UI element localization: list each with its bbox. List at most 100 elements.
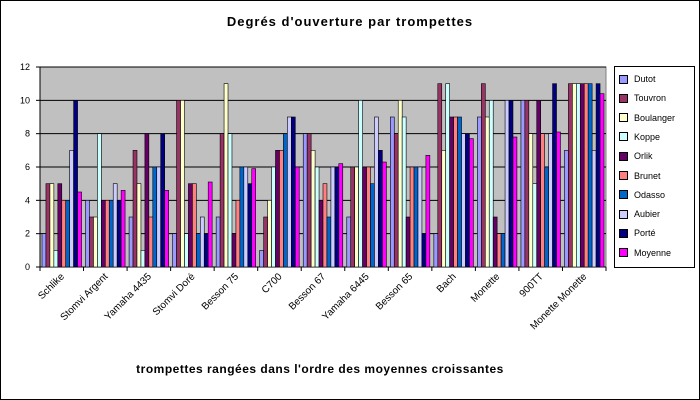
- bar-orlik: [579, 83, 585, 268]
- bar-orlik: [231, 233, 237, 268]
- legend-swatch: [619, 228, 628, 238]
- bar-brunet: [235, 200, 241, 268]
- bar-dutot: [215, 216, 221, 268]
- bar-port-: [465, 133, 470, 268]
- y-tick-label: 8: [25, 129, 30, 139]
- legend: Dutot Touvron Boulanger Koppe Orlik Brunet Oda…: [614, 66, 695, 268]
- bar-dutot: [128, 216, 134, 268]
- bar-aubier: [287, 116, 292, 268]
- bar-koppe: [488, 100, 494, 268]
- x-tick-label: Yamaha 4435: [103, 271, 155, 323]
- bar-moyenne: [382, 161, 387, 268]
- bar-odasso: [457, 116, 462, 268]
- legend-item: Koppe: [619, 129, 660, 145]
- legend-item: Dutot: [619, 71, 656, 87]
- bar-touvron: [176, 100, 181, 268]
- bar-boulanger: [136, 183, 142, 268]
- bar-moyenne: [251, 168, 256, 268]
- bar-brunet: [61, 200, 67, 268]
- bar-aubier: [504, 100, 510, 268]
- bar-port-: [73, 100, 78, 268]
- bar-dutot: [85, 200, 90, 268]
- bar-dutot: [477, 116, 482, 268]
- bar-boulanger: [354, 166, 359, 268]
- y-tick-label: 6: [25, 162, 30, 172]
- bar-orlik: [536, 100, 541, 268]
- legend-label: Boulanger: [634, 112, 676, 123]
- bar-orlik: [275, 150, 280, 268]
- legend-swatch: [619, 209, 628, 219]
- bar-port-: [378, 150, 383, 268]
- y-tick-label: 4: [25, 195, 30, 205]
- legend-item: Brunet: [619, 168, 661, 184]
- bar-koppe: [140, 250, 146, 268]
- bar-odasso: [152, 166, 158, 268]
- legend-swatch: [619, 132, 628, 142]
- bar-aubier: [548, 133, 553, 268]
- x-tick-label: Besson 67: [287, 271, 329, 313]
- legend-item: Moyenne: [619, 245, 671, 261]
- legend-swatch: [619, 93, 628, 103]
- legend-label: Porté: [634, 228, 656, 239]
- legend-item: Touvron: [619, 90, 666, 106]
- bar-boulanger: [223, 83, 229, 268]
- bar-moyenne: [556, 131, 561, 268]
- bar-touvron: [219, 133, 225, 268]
- bar-dutot: [259, 250, 264, 268]
- bar-koppe: [271, 166, 276, 268]
- legend-item: Aubier: [619, 206, 660, 222]
- legend-swatch: [619, 190, 628, 200]
- bar-port-: [421, 233, 427, 268]
- bar-odasso: [544, 166, 549, 268]
- bar-orlik: [449, 116, 454, 268]
- bar-dutot: [564, 150, 569, 268]
- bar-orlik: [405, 216, 411, 268]
- bar-brunet: [366, 166, 371, 268]
- bar-koppe: [401, 116, 407, 268]
- bar-aubier: [112, 183, 118, 268]
- bar-boulanger: [93, 216, 98, 268]
- bar-aubier: [461, 133, 466, 268]
- bar-touvron: [132, 150, 138, 268]
- bar-dutot: [433, 233, 439, 268]
- bar-odasso: [413, 166, 419, 268]
- bar-dutot: [172, 233, 177, 268]
- bar-odasso: [196, 233, 201, 268]
- bar-dutot: [41, 233, 47, 268]
- bar-koppe: [53, 250, 59, 268]
- y-tick-label: 10: [20, 95, 30, 105]
- bar-aubier: [591, 150, 597, 268]
- y-tick-label: 2: [25, 229, 30, 239]
- bar-port-: [116, 200, 122, 268]
- legend-swatch: [619, 151, 628, 161]
- bar-dutot: [302, 133, 308, 268]
- legend-item: Porté: [619, 225, 656, 241]
- bar-moyenne: [599, 93, 605, 268]
- bar-dutot: [520, 100, 526, 268]
- bar-port-: [160, 133, 165, 268]
- bar-orlik: [362, 166, 367, 268]
- bar-boulanger: [572, 83, 577, 268]
- bar-touvron: [524, 100, 530, 268]
- bar-boulanger: [441, 150, 447, 268]
- bar-aubier: [417, 166, 423, 268]
- bar-orlik: [188, 183, 193, 268]
- bar-koppe: [97, 133, 102, 268]
- legend-swatch: [619, 248, 628, 258]
- bar-odasso: [500, 233, 506, 268]
- x-tick-label: 900TT: [518, 271, 546, 299]
- bar-koppe: [314, 166, 320, 268]
- bar-orlik: [57, 183, 63, 268]
- legend-item: Boulanger: [619, 110, 675, 126]
- bar-koppe: [576, 83, 581, 268]
- bar-brunet: [496, 233, 502, 268]
- x-tick-label: Besson 75: [200, 271, 242, 313]
- bar-moyenne: [120, 190, 126, 268]
- bar-orlik: [318, 200, 324, 268]
- bar-brunet: [148, 216, 154, 268]
- x-tick-label: Schlike: [36, 271, 67, 302]
- legend-label: Koppe: [634, 131, 661, 142]
- bar-orlik: [144, 133, 150, 268]
- bar-moyenne: [164, 190, 169, 268]
- legend-label: Odasso: [634, 189, 666, 200]
